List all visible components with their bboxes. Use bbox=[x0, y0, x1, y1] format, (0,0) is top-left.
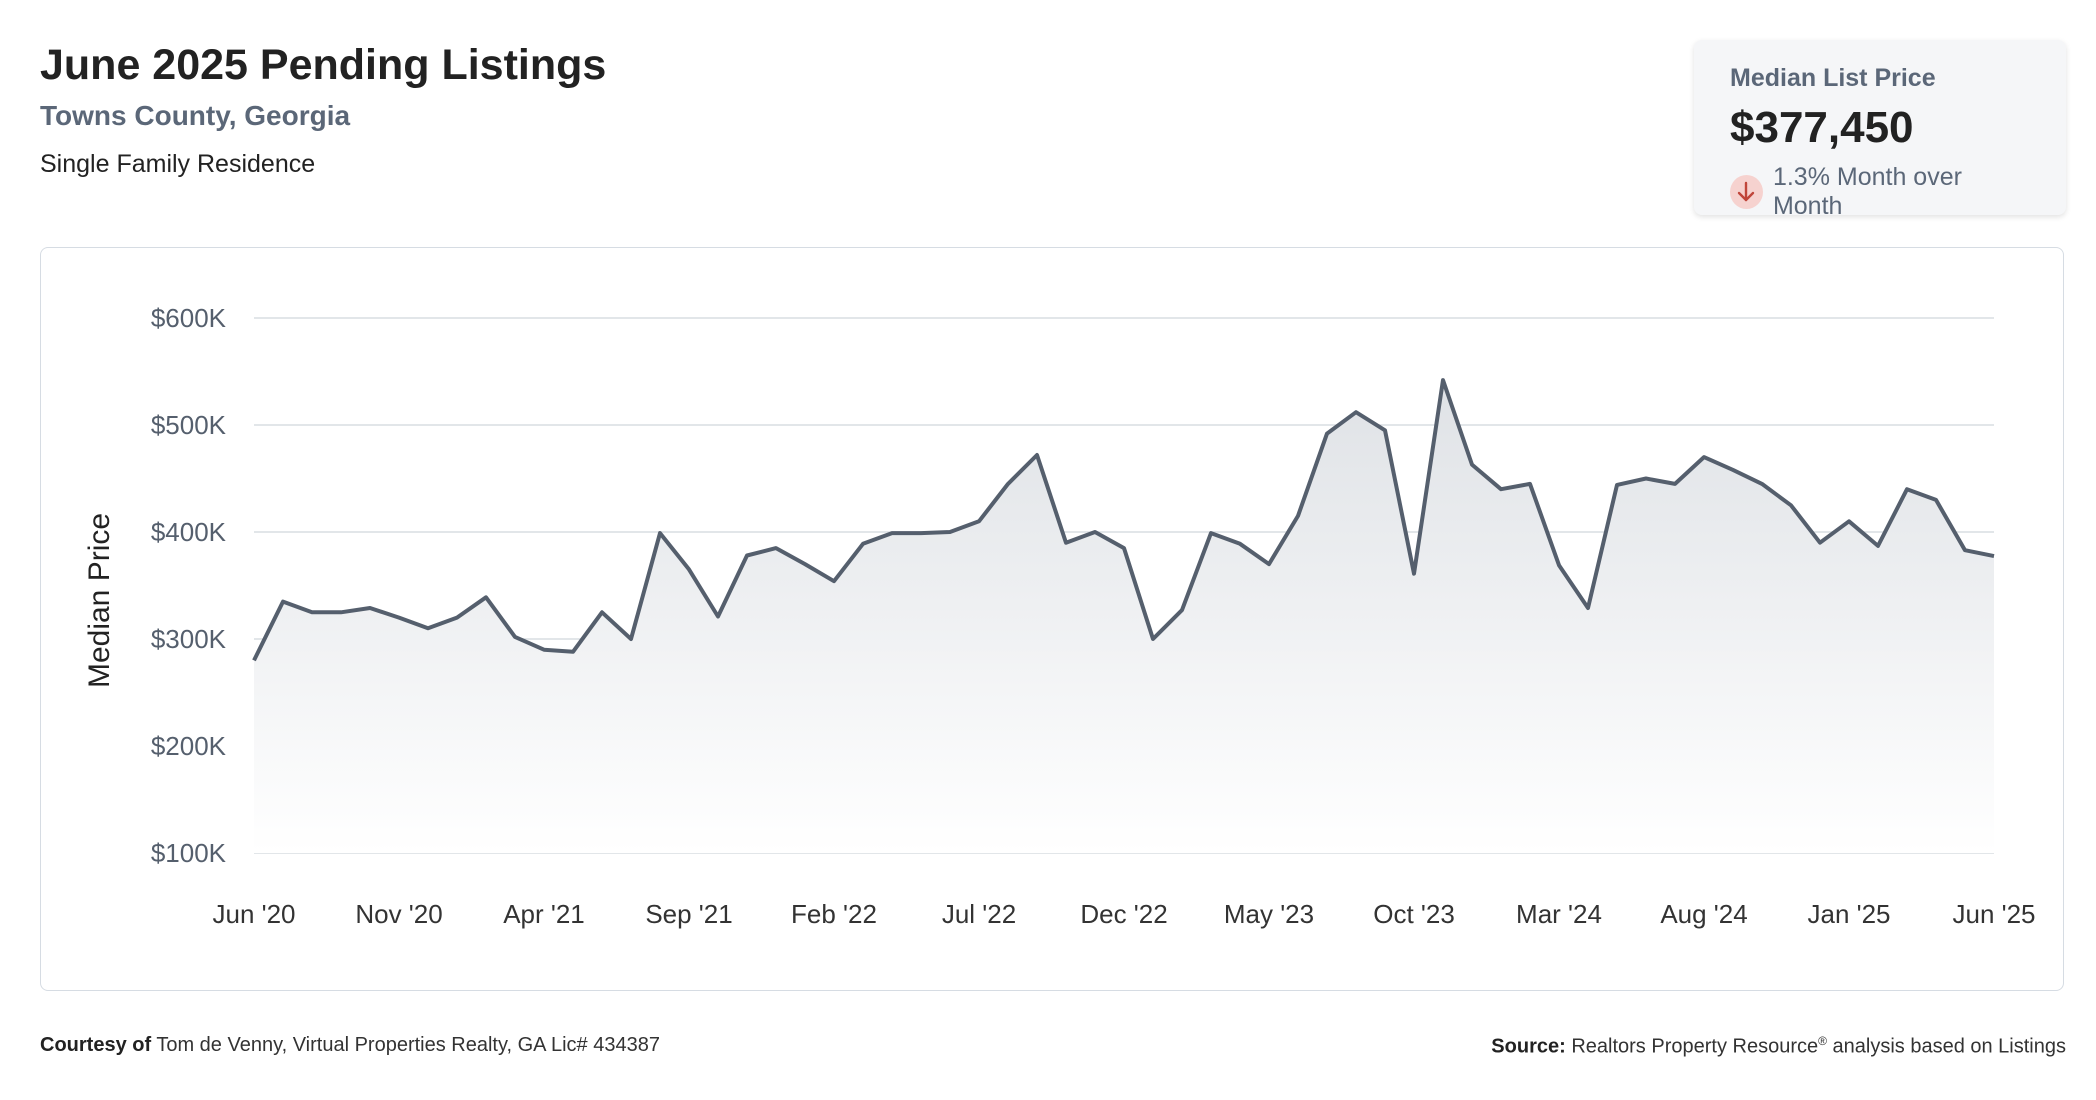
x-tick-label: Feb '22 bbox=[791, 899, 877, 929]
y-tick-label: $500K bbox=[151, 410, 227, 440]
location-subtitle: Towns County, Georgia bbox=[40, 99, 351, 131]
header: June 2025 Pending Listings Towns County,… bbox=[40, 40, 606, 179]
source-footer: Source: Realtors Property Resource® anal… bbox=[1491, 1034, 2066, 1059]
x-tick-label: Jan '25 bbox=[1807, 899, 1890, 929]
page-title: June 2025 Pending Listings bbox=[40, 41, 607, 89]
median-list-price-card: Median List Price $377,450 1.3% Month ov… bbox=[1694, 40, 2066, 220]
x-tick-label: Aug '24 bbox=[1660, 899, 1747, 929]
x-tick-label: Jul '22 bbox=[942, 899, 1016, 929]
y-tick-label: $600K bbox=[151, 303, 227, 333]
median-price-line bbox=[252, 378, 1995, 662]
x-tick-label: Jun '25 bbox=[1952, 899, 2035, 929]
courtesy-label: Courtesy of bbox=[40, 1034, 152, 1056]
x-tick-label: Oct '23 bbox=[1373, 899, 1455, 929]
median-price-chart: $100K $200K $300K $400K $500K $600K Jun '20 No… bbox=[83, 303, 2036, 929]
source-name: Realtors Property Resource bbox=[1571, 1035, 1819, 1058]
y-tick-label: $300K bbox=[151, 624, 227, 654]
y-tick-label: $100K bbox=[151, 838, 227, 868]
stat-change-text: 1.3% Month over Month bbox=[1772, 163, 1962, 220]
x-tick-label: Dec '22 bbox=[1080, 899, 1167, 929]
y-tick-label: $400K bbox=[151, 517, 227, 547]
x-tick-label: Apr '21 bbox=[503, 899, 585, 929]
source-label: Source: bbox=[1491, 1035, 1566, 1058]
arrow-down-icon bbox=[1730, 175, 1763, 209]
x-tick-label: May '23 bbox=[1224, 899, 1314, 929]
price-area-fill bbox=[254, 380, 1994, 853]
stat-label: Median List Price bbox=[1730, 64, 1936, 92]
courtesy-text: Tom de Venny, Virtual Properties Realty,… bbox=[156, 1034, 660, 1056]
y-axis-label: Median Price bbox=[83, 513, 116, 688]
registered-mark: ® bbox=[1818, 1034, 1827, 1048]
property-type-label: Single Family Residence bbox=[40, 149, 316, 178]
x-tick-label: Sep '21 bbox=[645, 899, 732, 929]
x-tick-label: Jun '20 bbox=[212, 899, 295, 929]
x-tick-label: Nov '20 bbox=[355, 899, 442, 929]
stat-value: $377,450 bbox=[1730, 103, 1914, 152]
source-text: analysis based on Listings bbox=[1826, 1035, 2067, 1058]
courtesy-footer: Courtesy of Tom de Venny, Virtual Proper… bbox=[40, 1034, 660, 1057]
y-tick-label: $200K bbox=[151, 731, 227, 761]
chart-container: $100K $200K $300K $400K $500K $600K Jun '20 No… bbox=[40, 247, 2064, 991]
x-tick-label: Mar '24 bbox=[1516, 899, 1602, 929]
stat-change: 1.3% Month over Month bbox=[1730, 163, 2030, 221]
